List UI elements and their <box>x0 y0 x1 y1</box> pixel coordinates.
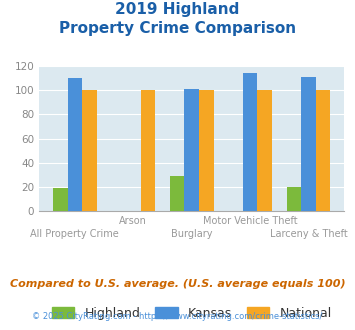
Text: Larceny & Theft: Larceny & Theft <box>270 229 348 239</box>
Text: © 2025 CityRating.com - https://www.cityrating.com/crime-statistics/: © 2025 CityRating.com - https://www.city… <box>32 312 323 321</box>
Bar <box>170 176 184 211</box>
Text: Property Crime Comparison: Property Crime Comparison <box>59 21 296 36</box>
Legend: Highland, Kansas, National: Highland, Kansas, National <box>47 302 337 325</box>
Bar <box>316 90 331 211</box>
Text: Motor Vehicle Theft: Motor Vehicle Theft <box>203 216 297 226</box>
Bar <box>243 73 257 211</box>
Text: 2019 Highland: 2019 Highland <box>115 2 240 16</box>
Bar <box>82 90 97 211</box>
Bar <box>141 90 155 211</box>
Bar <box>184 89 199 211</box>
Text: All Property Crime: All Property Crime <box>31 229 119 239</box>
Bar <box>286 187 301 211</box>
Bar <box>67 78 82 211</box>
Text: Compared to U.S. average. (U.S. average equals 100): Compared to U.S. average. (U.S. average … <box>10 279 345 289</box>
Bar <box>301 77 316 211</box>
Text: Arson: Arson <box>119 216 147 226</box>
Bar <box>53 188 67 211</box>
Bar <box>257 90 272 211</box>
Bar <box>199 90 214 211</box>
Text: Burglary: Burglary <box>171 229 212 239</box>
